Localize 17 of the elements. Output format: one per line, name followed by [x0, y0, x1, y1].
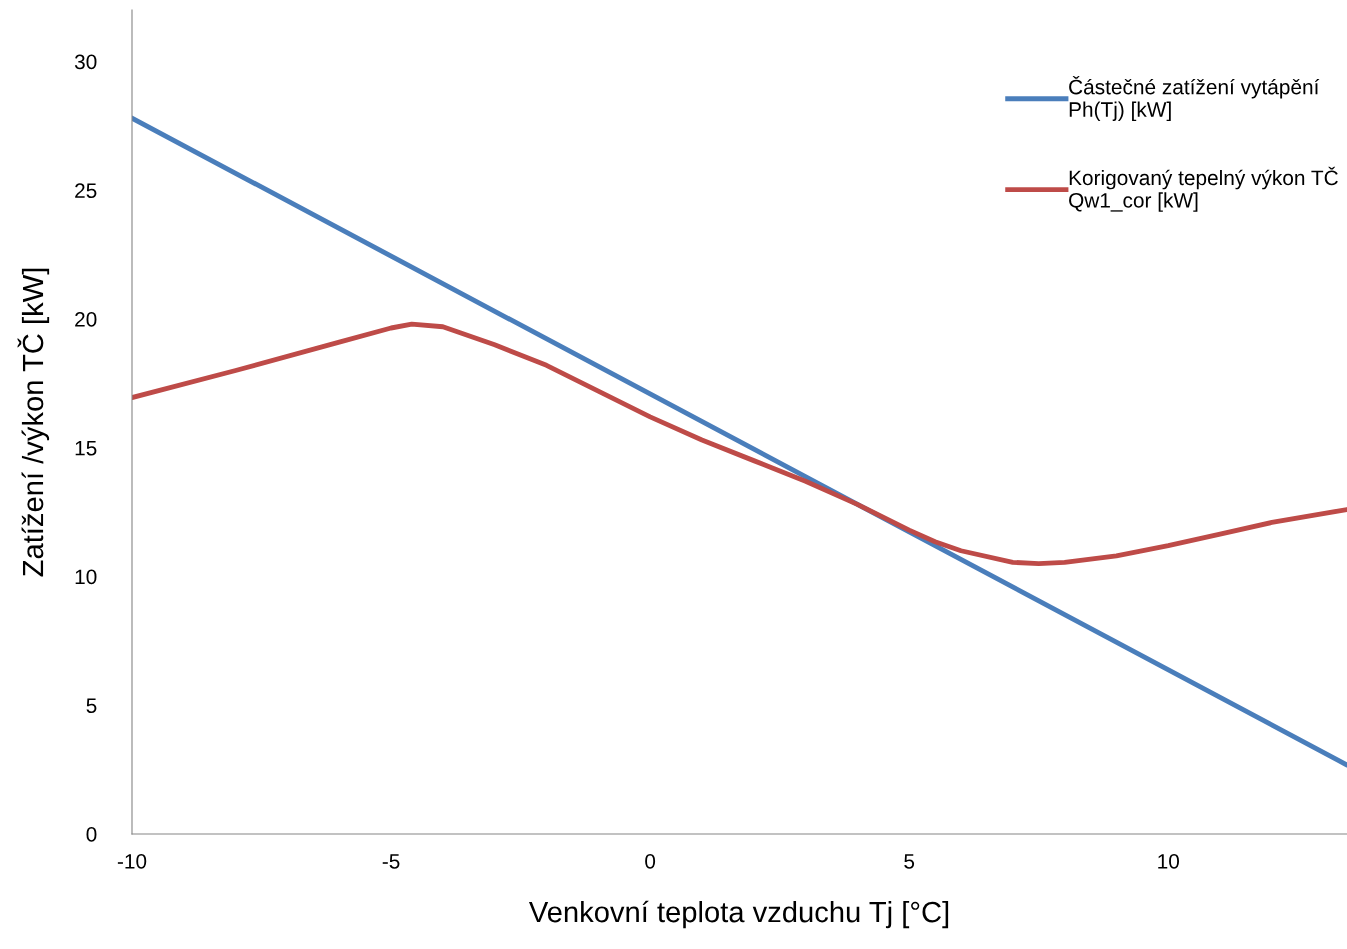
y-axis-title: Zatížení /výkon TČ [kW] [17, 268, 50, 577]
y-tick-label: 0 [86, 827, 97, 842]
x-tick-label: -5 [382, 854, 400, 869]
y-tick-label: 20 [75, 312, 97, 327]
y-tick-label: 15 [75, 440, 97, 456]
x-tick-label: -10 [117, 853, 147, 869]
line-series [132, 321, 1347, 567]
y-tick-label: 5 [86, 698, 97, 713]
x-axis-title: Venkovní teplota vzduchu Tj [°C] [528, 900, 949, 929]
x-tick-label: 5 [904, 854, 915, 869]
legend-label: Částečné zatížení vytápění Ph(Tj) [kW] [1069, 76, 1320, 121]
y-tick-label: 25 [75, 183, 97, 198]
legend-label: Korigovaný tepelný výkon TČ Qw1_cor [kW] [1069, 166, 1338, 212]
x-tick-label: 10 [1158, 853, 1180, 869]
y-tick-label: 30 [74, 54, 97, 70]
x-tick-label: 0 [645, 853, 656, 869]
y-tick-label: 10 [75, 569, 97, 585]
